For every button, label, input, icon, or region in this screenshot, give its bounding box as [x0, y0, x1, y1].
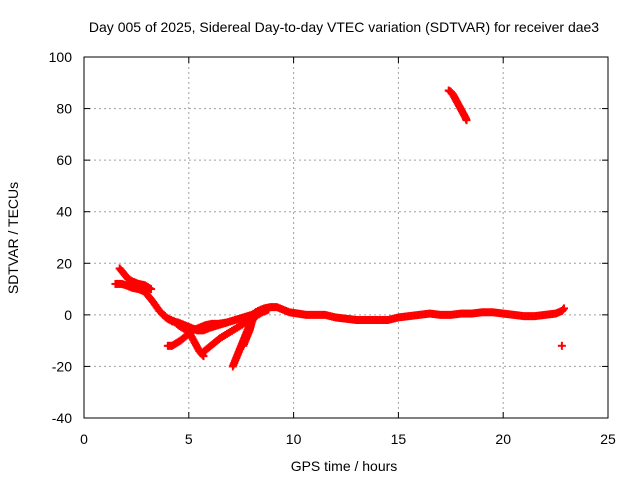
- y-tick-label: -40: [52, 410, 72, 426]
- chart-title: Day 005 of 2025, Sidereal Day-to-day VTE…: [89, 19, 599, 35]
- data-point: [251, 308, 260, 317]
- data-point: [161, 312, 170, 321]
- x-tick-label: 5: [185, 431, 193, 447]
- x-axis-label: GPS time / hours: [291, 458, 398, 474]
- data-point: [557, 341, 566, 350]
- x-tick-label: 10: [286, 431, 302, 447]
- y-tick-label: 60: [56, 152, 72, 168]
- data-point: [559, 304, 568, 313]
- plot-frame: [83, 56, 609, 419]
- data-points: [111, 86, 568, 371]
- y-tick-label: 0: [64, 307, 72, 323]
- axis-ticks: [83, 56, 609, 419]
- data-point: [147, 285, 156, 294]
- y-tick-label: 100: [49, 49, 73, 65]
- x-tick-label: 25: [600, 431, 616, 447]
- x-tick-label: 15: [391, 431, 407, 447]
- x-tick-label: 0: [80, 431, 88, 447]
- x-tick-label: 20: [495, 431, 511, 447]
- y-tick-label: 20: [56, 255, 72, 271]
- y-tick-label: 40: [56, 204, 72, 220]
- data-point: [222, 318, 231, 327]
- data-point: [462, 116, 471, 125]
- y-axis-label: SDTVAR / TECUs: [5, 182, 21, 294]
- data-point: [558, 305, 567, 314]
- data-point: [159, 310, 168, 319]
- y-tick-label: -20: [52, 358, 72, 374]
- axis-tick-labels: 0 5 10 15 20 25 -40 -20 0 20 40 60 80 100: [49, 49, 616, 447]
- y-tick-label: 80: [56, 101, 72, 117]
- data-point: [258, 305, 267, 314]
